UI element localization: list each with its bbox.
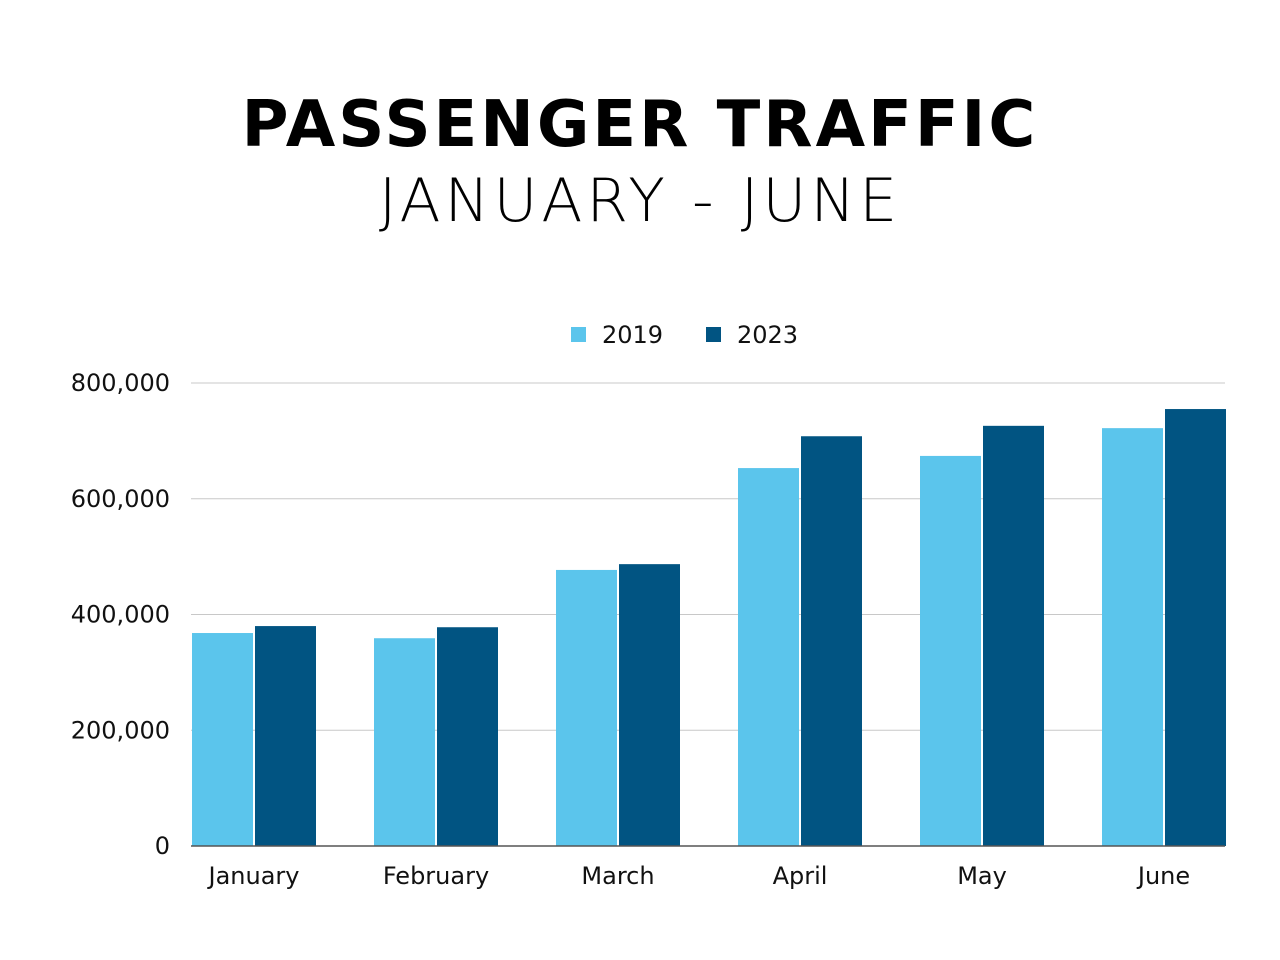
legend-label: 2023 — [737, 321, 798, 349]
y-tick-label: 600,000 — [71, 485, 170, 513]
bar-2023-june — [1165, 409, 1226, 846]
x-tick-label: February — [383, 862, 489, 890]
legend-label: 2019 — [602, 321, 663, 349]
x-tick-label: April — [773, 862, 828, 890]
legend-swatch-2019 — [571, 327, 586, 342]
chart-subtitle: JANUARY - JUNE — [378, 166, 902, 236]
bar-2023-february — [437, 627, 498, 846]
bar-2019-march — [556, 569, 617, 846]
y-tick-label: 0 — [155, 832, 170, 860]
x-tick-label: March — [581, 862, 654, 890]
bar-2019-april — [738, 468, 799, 846]
bar-2023-april — [801, 436, 862, 846]
bar-2019-june — [1102, 428, 1163, 846]
bar-2023-march — [619, 564, 680, 846]
y-tick-label: 200,000 — [71, 716, 170, 744]
bar-2019-february — [374, 638, 435, 846]
y-tick-label: 800,000 — [71, 369, 170, 397]
legend-swatch-2023 — [706, 327, 721, 342]
x-tick-label: January — [207, 862, 300, 890]
bar-2019-may — [920, 455, 981, 846]
bar-2023-january — [255, 626, 316, 846]
x-tick-label: June — [1136, 862, 1190, 890]
y-tick-label: 400,000 — [71, 601, 170, 629]
bar-2019-january — [192, 633, 253, 846]
chart-title: PASSENGER TRAFFIC — [241, 88, 1039, 162]
bar-2023-may — [983, 425, 1044, 846]
x-tick-label: May — [957, 862, 1007, 890]
